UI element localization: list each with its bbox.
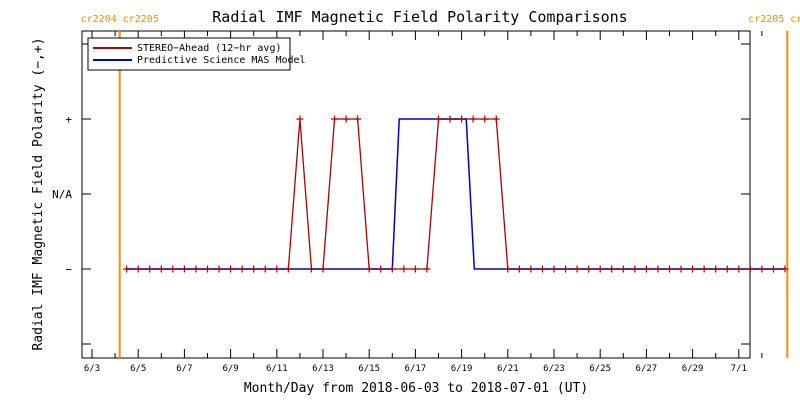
carrington-label-left: cr2204 xyxy=(81,14,117,25)
stereo-data-point xyxy=(585,265,593,273)
stereo-data-point xyxy=(169,265,177,273)
stereo-data-point xyxy=(631,265,639,273)
stereo-data-point xyxy=(377,265,385,273)
stereo-data-point xyxy=(538,265,546,273)
stereo-data-point xyxy=(469,115,477,123)
stereo-data-point xyxy=(354,115,362,123)
legend: STEREO−Ahead (12−hr avg) Predictive Scie… xyxy=(87,37,306,71)
x-tick-label: 7/1 xyxy=(731,364,747,374)
stereo-data-point xyxy=(180,265,188,273)
stereo-data-point xyxy=(573,265,581,273)
stereo-data-point xyxy=(677,265,685,273)
stereo-data-point xyxy=(227,265,235,273)
carrington-label-left: cr2205 xyxy=(748,14,784,25)
stereo-data-point xyxy=(215,265,223,273)
stereo-data-point xyxy=(458,115,466,123)
y-tick-label: − xyxy=(65,263,72,276)
x-tick-label: 6/19 xyxy=(451,364,473,374)
y-tick-label: + xyxy=(65,113,72,126)
stereo-data-point xyxy=(654,265,662,273)
x-tick-label: 6/29 xyxy=(682,364,704,374)
stereo-data-point xyxy=(134,265,142,273)
stereo-data-point xyxy=(365,265,373,273)
stereo-data-point xyxy=(550,265,558,273)
stereo-data-point xyxy=(481,115,489,123)
x-tick-label: 6/17 xyxy=(405,364,427,374)
stereo-data-point xyxy=(400,265,408,273)
stereo-data-point xyxy=(642,265,650,273)
series-line-stereo xyxy=(126,118,785,270)
stereo-data-point xyxy=(388,265,396,273)
x-tick-label: 6/5 xyxy=(130,364,146,374)
stereo-data-point xyxy=(504,265,512,273)
x-tick-label: 6/15 xyxy=(358,364,380,374)
stereo-data-point xyxy=(712,265,720,273)
x-tick-label: 6/3 xyxy=(84,364,100,374)
stereo-data-point xyxy=(307,265,315,273)
stereo-data-point xyxy=(446,115,454,123)
carrington-label-right: cr2206 xyxy=(790,14,800,25)
stereo-data-point xyxy=(146,265,154,273)
x-tick-label: 6/7 xyxy=(176,364,192,374)
stereo-data-point xyxy=(319,265,327,273)
series-line-mas xyxy=(126,118,785,270)
stereo-data-point xyxy=(192,265,200,273)
stereo-data-point xyxy=(250,265,258,273)
carrington-markers: cr2204 cr2205 cr2205 cr2206 xyxy=(81,14,800,358)
stereo-data-point xyxy=(723,265,731,273)
stereo-data-point xyxy=(435,115,442,123)
stereo-data-point xyxy=(492,115,500,123)
stereo-data-point xyxy=(527,265,535,273)
x-tick-label: 6/23 xyxy=(543,364,565,374)
stereo-data-point xyxy=(781,265,789,273)
x-tick-label: 6/13 xyxy=(312,364,334,374)
stereo-data-point xyxy=(666,265,673,273)
stereo-data-point xyxy=(735,265,743,273)
x-axis-label: Month/Day from 2018-06-03 to 2018-07-01 … xyxy=(244,381,588,396)
stereo-data-point xyxy=(700,265,708,273)
stereo-data-point xyxy=(204,265,211,273)
stereo-data-point xyxy=(411,265,419,273)
stereo-data-point xyxy=(284,265,292,273)
x-tick-label: 6/11 xyxy=(266,364,288,374)
x-tick-label: 6/9 xyxy=(222,364,238,374)
stereo-data-point xyxy=(619,265,627,273)
series-lines xyxy=(123,115,789,273)
stereo-data-point xyxy=(261,265,269,273)
stereo-data-point xyxy=(273,265,281,273)
legend-box xyxy=(87,37,291,71)
x-tick-label: 6/25 xyxy=(589,364,611,374)
legend-label-stereo: STEREO−Ahead (12−hr avg) xyxy=(137,43,282,54)
stereo-data-point xyxy=(515,265,523,273)
stereo-data-point xyxy=(157,265,165,273)
stereo-data-point xyxy=(296,115,304,123)
y-tick-label: N/A xyxy=(52,188,72,201)
stereo-data-point xyxy=(758,265,766,273)
x-tick-label: 6/21 xyxy=(497,364,519,374)
x-axis-ticks: 6/3 6/5 6/7 6/9 6/11 6/13 6/15 6/17 6/19 6/21 6/23… xyxy=(84,31,763,374)
carrington-label-right: cr2205 xyxy=(123,14,159,25)
stereo-data-point xyxy=(608,265,616,273)
y-axis-label: Radial IMF Magnetic Field Polarity (−,+) xyxy=(31,37,46,350)
stereo-data-point xyxy=(596,265,604,273)
y-axis-ticks: − N/A + xyxy=(52,43,750,345)
plot-frame xyxy=(81,30,751,359)
chart-title: Radial IMF Magnetic Field Polarity Compa… xyxy=(212,8,627,26)
x-tick-label: 6/27 xyxy=(636,364,658,374)
stereo-data-point xyxy=(238,265,246,273)
stereo-data-point xyxy=(769,265,777,273)
stereo-data-point xyxy=(562,265,570,273)
stereo-data-point xyxy=(331,115,339,123)
stereo-data-point xyxy=(746,265,754,273)
stereo-data-point xyxy=(423,265,431,273)
stereo-data-point xyxy=(689,265,697,273)
stereo-data-point xyxy=(123,265,131,273)
legend-label-mas: Predictive Science MAS Model xyxy=(137,55,306,66)
stereo-data-point xyxy=(342,115,350,123)
